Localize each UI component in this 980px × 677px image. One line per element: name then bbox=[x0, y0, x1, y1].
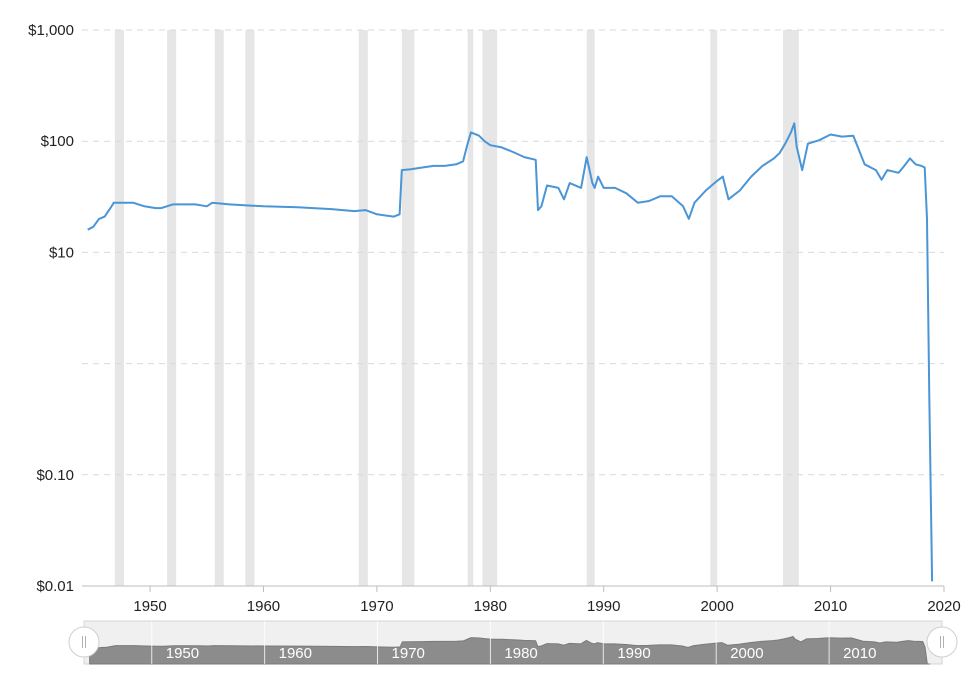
y-tick-label: $0.01 bbox=[36, 578, 74, 595]
x-tick-label: 1950 bbox=[133, 598, 166, 615]
navigator-handle-right[interactable] bbox=[926, 626, 958, 658]
x-tick-label: 1960 bbox=[247, 598, 280, 615]
recession-band bbox=[114, 30, 124, 586]
navigator-label: 2000 bbox=[730, 645, 763, 662]
navigator-label: 1970 bbox=[392, 645, 425, 662]
x-axis-ticks: 1950 1960 1970 1980 1990 2000 2010 2020 bbox=[133, 586, 961, 615]
series-layer bbox=[87, 122, 934, 582]
navigator-handle-left[interactable] bbox=[68, 626, 100, 658]
grip-icon bbox=[82, 636, 86, 648]
gridlines bbox=[82, 29, 944, 587]
y-tick-label: $100 bbox=[41, 133, 74, 150]
navigator-label: 1980 bbox=[504, 645, 537, 662]
x-tick-label: 1970 bbox=[360, 598, 393, 615]
x-tick-label: 2010 bbox=[814, 598, 847, 615]
recession-band bbox=[482, 30, 498, 586]
handle-knob[interactable] bbox=[926, 626, 958, 658]
recession-band bbox=[467, 30, 474, 586]
y-tick-label: $0.10 bbox=[36, 467, 74, 484]
y-tick-label: $10 bbox=[49, 244, 74, 261]
series-line bbox=[87, 122, 934, 582]
handle-knob[interactable] bbox=[68, 626, 100, 658]
navigator-label: 2010 bbox=[843, 645, 876, 662]
recession-bands bbox=[114, 30, 799, 586]
recession-band bbox=[401, 30, 415, 586]
recession-band bbox=[214, 30, 224, 586]
recession-band bbox=[782, 30, 799, 586]
recession-band bbox=[586, 30, 595, 586]
recession-band bbox=[358, 30, 368, 586]
grip-icon bbox=[940, 636, 944, 648]
y-axis-ticks: $1,000 $100 $10 $0.10 $0.01 bbox=[28, 22, 74, 595]
recession-band bbox=[167, 30, 177, 586]
recession-band bbox=[245, 30, 255, 586]
x-tick-label: 2020 bbox=[927, 598, 960, 615]
navigator-area bbox=[89, 635, 931, 665]
x-tick-label: 1990 bbox=[587, 598, 620, 615]
range-navigator[interactable]: 1950 1960 1970 1980 1990 2000 2010 bbox=[68, 620, 958, 665]
x-tick-label: 2000 bbox=[700, 598, 733, 615]
x-tick-label: 1980 bbox=[474, 598, 507, 615]
navigator-label: 1950 bbox=[166, 645, 199, 662]
navigator-label: 1960 bbox=[279, 645, 312, 662]
y-tick-label: $1,000 bbox=[28, 22, 74, 39]
navigator-label: 1990 bbox=[617, 645, 650, 662]
recession-band bbox=[710, 30, 718, 586]
